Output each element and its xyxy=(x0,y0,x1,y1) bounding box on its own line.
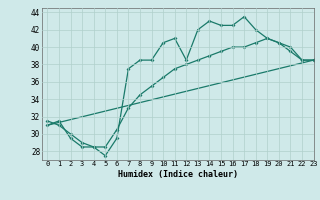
X-axis label: Humidex (Indice chaleur): Humidex (Indice chaleur) xyxy=(118,170,237,179)
